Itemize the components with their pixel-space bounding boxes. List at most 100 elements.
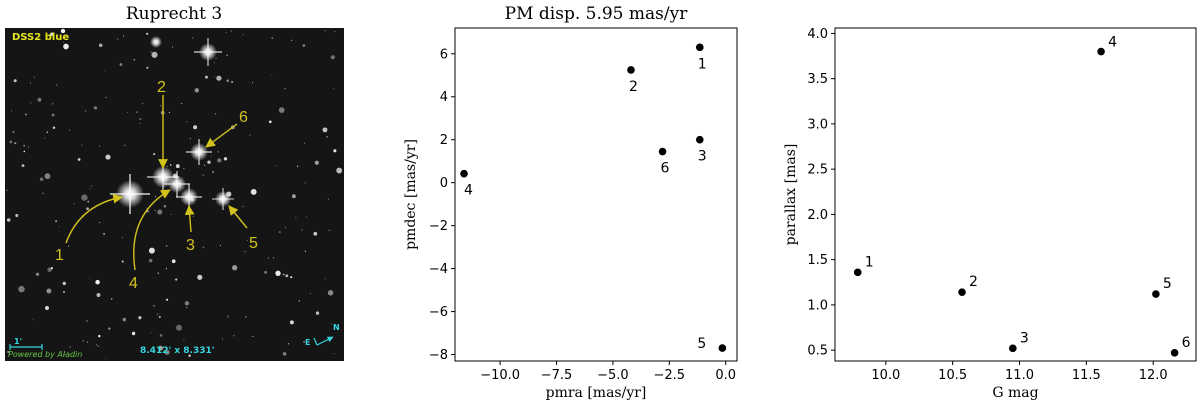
field-star [304,250,307,252]
field-star [105,154,111,160]
field-star [304,142,306,144]
field-star [44,173,51,180]
field-star [334,31,336,33]
field-star [306,216,307,218]
field-star [158,345,164,351]
field-star [166,298,169,301]
field-star [298,300,300,302]
field-star [84,110,87,112]
field-star [223,157,228,161]
field-star [63,353,65,356]
field-star [250,188,257,195]
field-star [268,120,272,124]
compass-east: E [305,338,310,347]
field-star [252,336,254,337]
field-star [121,260,124,263]
field-star [328,229,330,231]
field-star [304,182,306,184]
field-star [103,232,106,235]
field-star [9,140,13,144]
field-star [153,305,155,307]
y-tick-label: 3.5 [807,72,828,87]
field-star [23,150,26,153]
field-star [18,285,25,293]
bright-star-5 [212,188,234,210]
data-point-star-1 [853,268,862,277]
field-star [290,276,293,279]
field-star [157,272,159,274]
field-star [98,334,101,338]
field-star [42,192,44,195]
field-star [32,319,34,321]
field-star [330,323,332,325]
field-star [55,220,58,223]
scale-label: 1' [14,337,22,346]
field-star [50,32,54,36]
field-star [127,111,129,114]
compass: N E [305,323,340,347]
x-tick-label: −5.0 [597,368,629,383]
sky-background [5,28,344,361]
field-star [165,268,167,270]
field-star [169,164,172,166]
field-star [170,214,172,215]
field-star [207,160,211,164]
arrow-star-3 [184,205,195,233]
field-star [310,292,312,294]
survey-label: DSS2 blue [12,32,69,43]
field-star [60,28,66,34]
field-star [14,142,17,145]
arrow-star-6 [205,123,238,148]
field-star [225,32,227,33]
field-star [164,349,170,355]
field-star [181,103,183,104]
field-star [73,203,75,205]
field-star [110,298,113,300]
star-label-3: 3 [186,237,195,254]
field-star [138,316,142,320]
field-star [87,200,90,203]
y-tick-label: 4.0 [807,27,828,42]
data-point-star-3 [695,135,704,144]
field-star [324,30,326,32]
field-star [295,216,297,218]
field-star [171,259,176,264]
field-star [124,144,126,146]
field-star [123,35,125,37]
x-axis-label: G mag [992,385,1038,401]
field-star [95,344,97,346]
field-star [82,340,84,342]
field-star [44,137,46,139]
x-tick-label: 11.5 [1072,368,1101,383]
field-star [175,324,183,331]
sky-image: 1 2 3 4 5 6 DSS2 blue 1' Powered by Alad… [5,28,344,361]
field-star [7,350,10,354]
y-tick-label: 0.5 [807,344,828,359]
data-point-star-4 [1097,47,1105,56]
field-star [62,290,66,293]
field-star [119,63,123,66]
field-star [98,43,103,48]
field-star [202,246,205,249]
field-star [271,37,273,39]
field-star [146,207,148,209]
field-star [219,244,221,247]
field-star [63,41,64,43]
field-star [278,107,285,113]
field-star [89,188,91,190]
y-tick-label: 2.5 [807,163,828,178]
field-star [217,151,219,153]
field-star [175,278,178,281]
field-star [332,87,335,90]
field-star [193,125,198,130]
field-star [105,358,107,359]
x-axis-label: pmra [mas/yr] [546,385,647,401]
bright-stars [110,36,234,214]
field-star [96,293,101,297]
field-star [302,44,306,47]
field-star [153,153,156,156]
x-tick-label: 11.0 [1005,368,1034,383]
field-star [184,301,190,306]
field-star [33,76,35,78]
